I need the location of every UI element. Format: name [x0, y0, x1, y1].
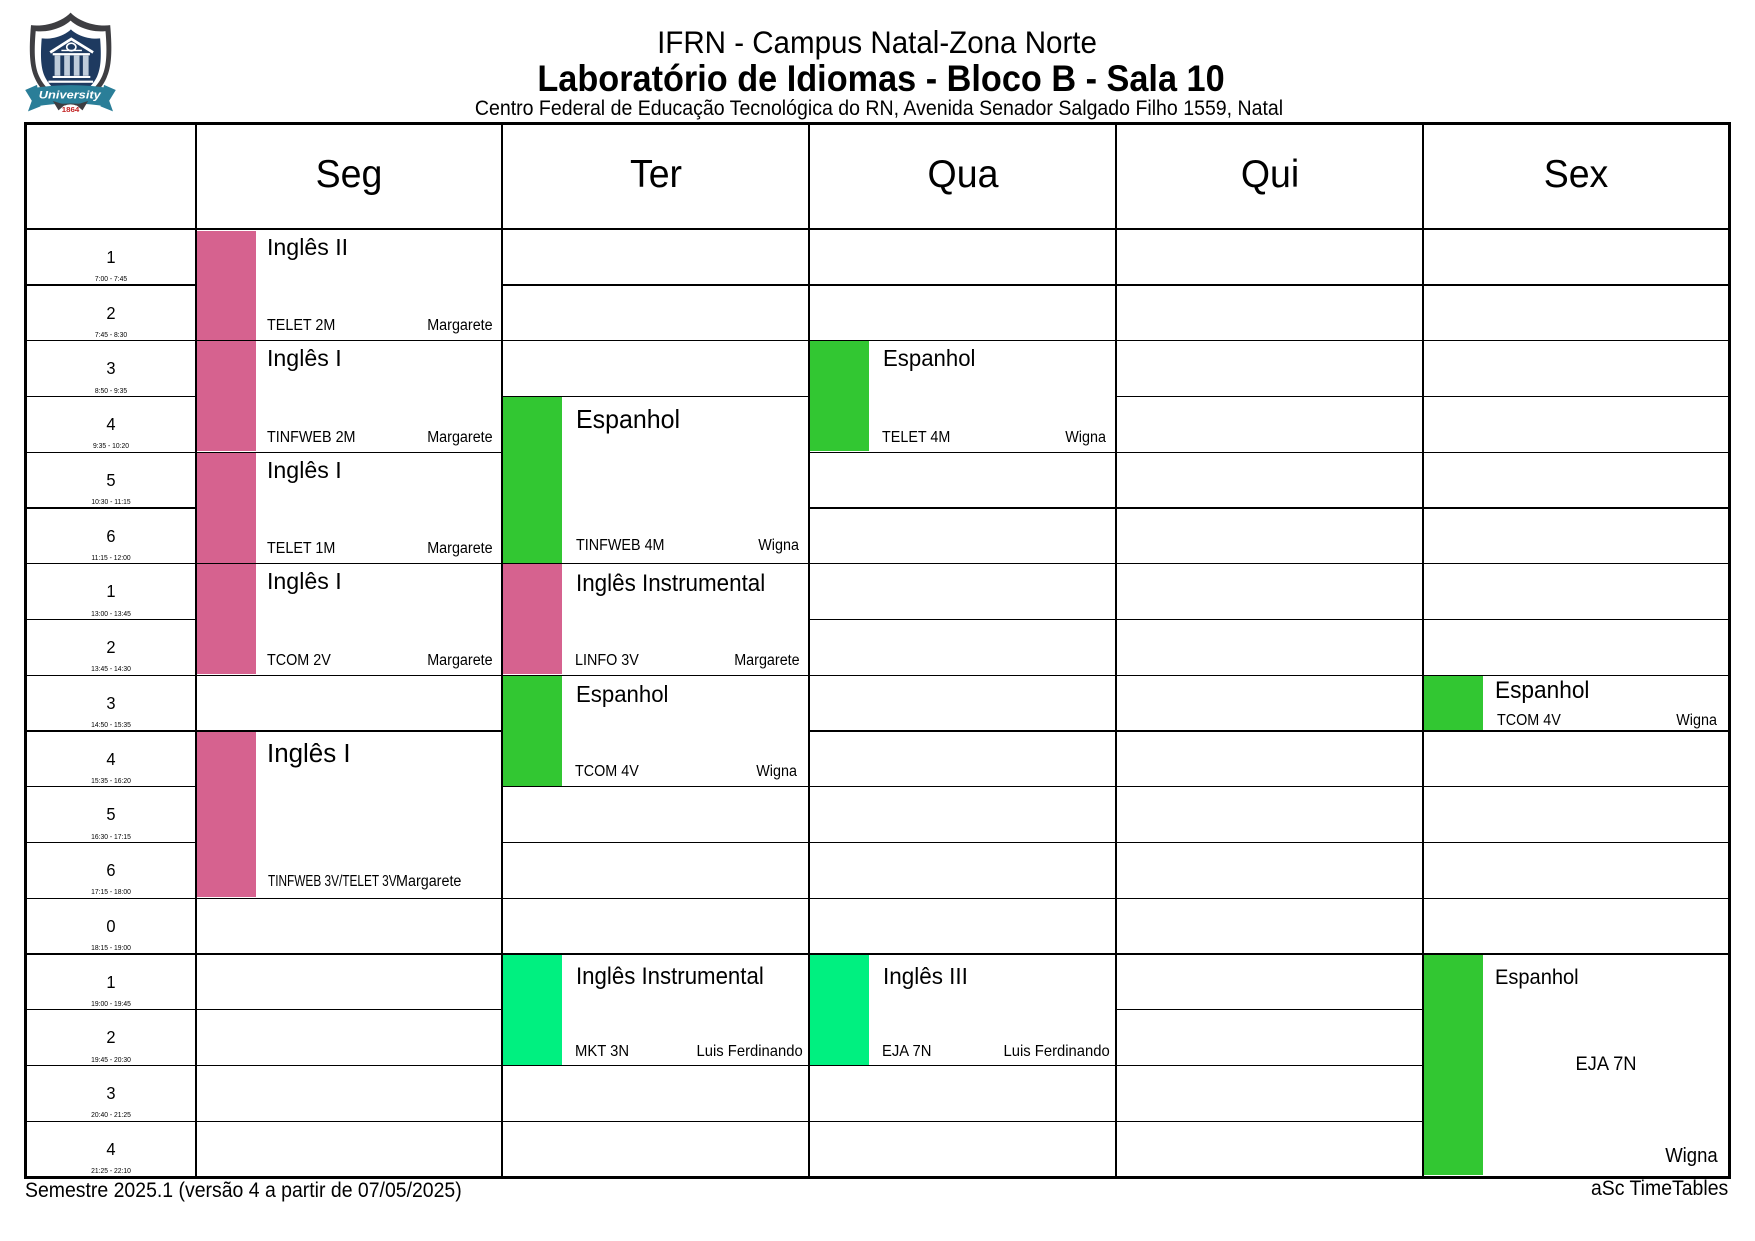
- svg-text:University: University: [39, 89, 102, 101]
- svg-text:1864: 1864: [62, 107, 80, 114]
